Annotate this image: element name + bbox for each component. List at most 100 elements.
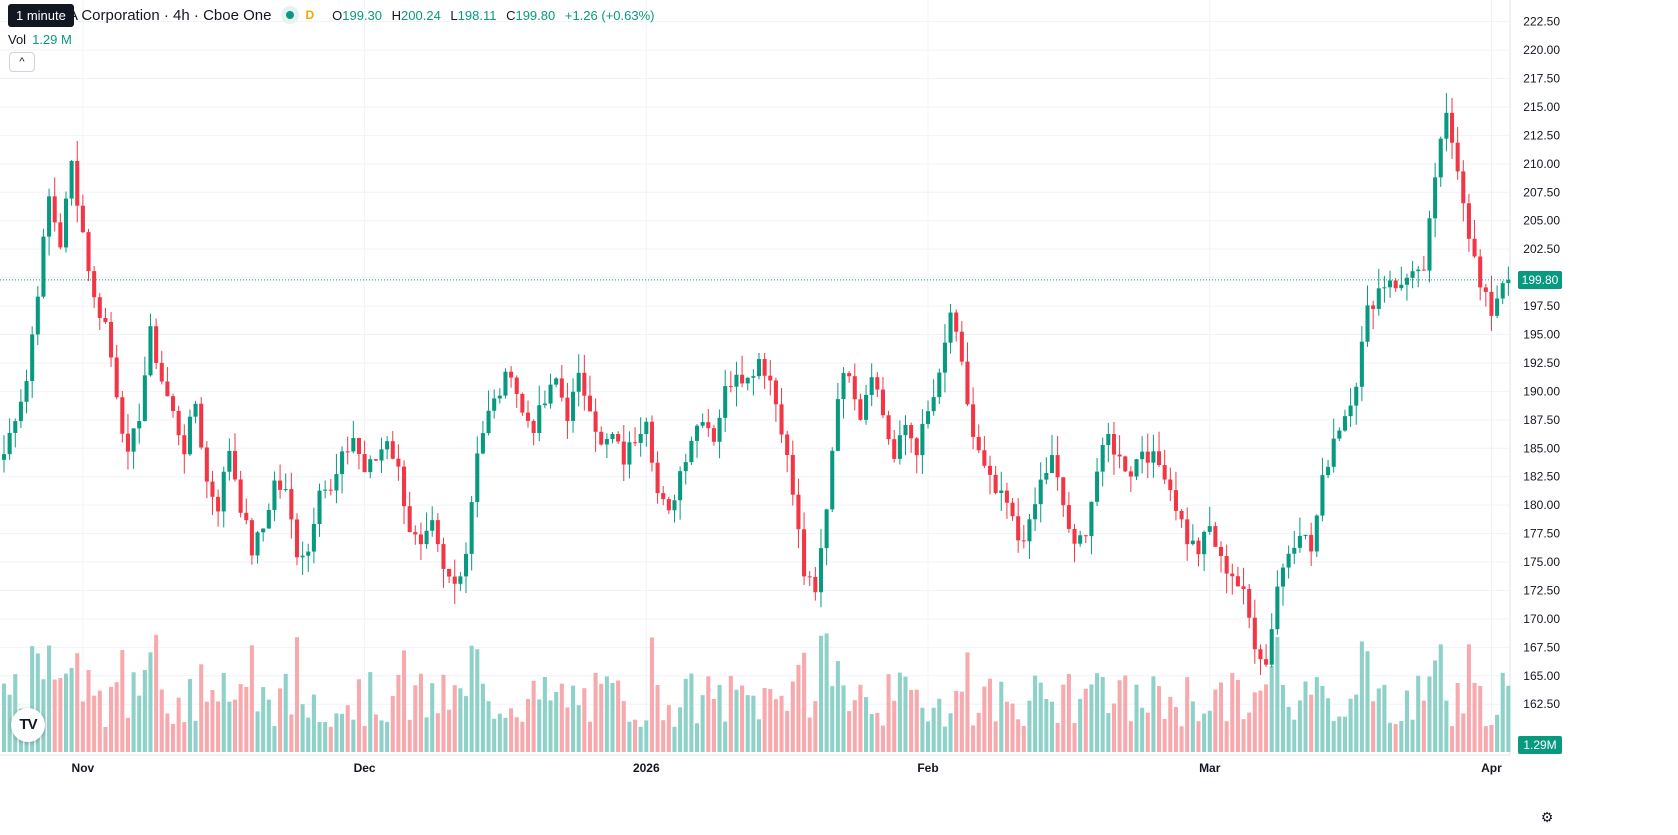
volume-bar [1168,696,1173,752]
volume-bar [441,674,446,752]
volume-bar [514,717,519,752]
volume-bar [1089,684,1094,752]
volume-bar [97,690,102,752]
volume-bar [323,722,328,752]
settings-icon[interactable]: ⚙ [1540,809,1554,825]
y-tick-label: 195.00 [1523,328,1560,342]
candle-body [114,357,119,398]
volume-bar [1004,701,1009,752]
volume-bar [509,708,514,752]
candle-body [1314,515,1319,552]
candle-body [920,423,925,456]
volume-bar [1016,719,1021,752]
y-tick-label: 197.50 [1523,299,1560,313]
volume-bar [317,721,322,752]
candle-body [159,362,164,382]
candle-body [1410,271,1415,278]
candle-body [678,471,683,501]
x-tick-label: Nov [72,761,95,775]
volume-bar [1297,700,1302,752]
volume-bar [311,694,316,752]
volume-bar [120,650,125,752]
volume-bar [1049,701,1055,752]
delay-badge[interactable]: D [305,8,315,22]
volume-label: Vol [8,32,27,47]
candle-body [1202,531,1207,555]
tradingview-logo[interactable]: TV [11,708,45,742]
y-tick-label: 202.50 [1523,242,1560,256]
candle-body [80,205,85,233]
volume-bar [328,726,333,752]
collapse-legend-button[interactable]: ^ [9,52,35,72]
volume-bar [700,695,705,752]
candle-body [334,474,339,491]
candle-body [1455,142,1460,172]
y-tick-label: 217.50 [1523,72,1560,86]
volume-bar [1196,721,1201,752]
candle-body [317,490,322,524]
candle-body [1500,283,1505,299]
candle-body [69,160,74,199]
volume-bar [1218,682,1224,752]
volume-bar [1404,690,1409,752]
candle-body [644,421,649,434]
volume-bar [255,711,260,752]
volume-bar [621,701,626,752]
candle-body [1083,535,1088,537]
volume-bar [948,713,953,752]
volume-bar [1213,689,1218,752]
volume-bar [63,673,69,752]
volume-bar [75,653,80,752]
candle-body [1168,479,1173,491]
candle-body [734,374,739,387]
volume-bar [813,701,818,752]
candle-body [294,519,300,558]
volume-bar [385,721,390,752]
candle-body [1495,298,1500,316]
volume-bar [227,701,232,752]
candle-body [1247,588,1252,618]
volume-bar [1382,684,1387,752]
candle-body [131,428,136,452]
candle-body [1280,567,1286,587]
volume-bar [154,634,159,752]
volume-bar [858,684,863,752]
candle-body [565,397,570,421]
volume-bar [1100,677,1105,752]
market-status-icon[interactable] [281,6,300,24]
open-value: 199.30 [342,7,383,23]
candle-body [931,397,936,412]
volume-bar [1027,700,1032,752]
candle-body [497,395,502,399]
candle-body [627,442,632,465]
candle-body [525,412,531,421]
candle-body [244,512,249,521]
volume-bar [1461,713,1466,752]
y-tick-label: 215.00 [1523,100,1560,114]
volume-bar [835,661,840,752]
candle-body [396,458,401,467]
volume-bar [41,679,46,752]
candle-body [373,459,378,461]
volume-bar [582,688,587,752]
candle-body [987,465,993,475]
candle-body [559,378,564,398]
candle-body [694,425,700,441]
candle-body [689,440,694,463]
volume-bar [396,674,401,752]
candle-body [818,548,824,593]
symbol-title[interactable]: A Corporation · 4h · Cboe One [68,6,272,24]
candle-body [120,397,125,434]
volume-bar [418,673,423,752]
volume-bar [694,723,700,752]
candle-body [683,462,688,472]
candle-body [1466,203,1471,239]
y-tick-label: 165.00 [1523,669,1560,683]
volume-bar [1173,706,1178,752]
volume-bar [1269,665,1274,752]
volume-bar [1021,725,1026,752]
candle-body [700,422,705,426]
volume-bar [1044,698,1049,752]
volume-bar [69,667,74,752]
